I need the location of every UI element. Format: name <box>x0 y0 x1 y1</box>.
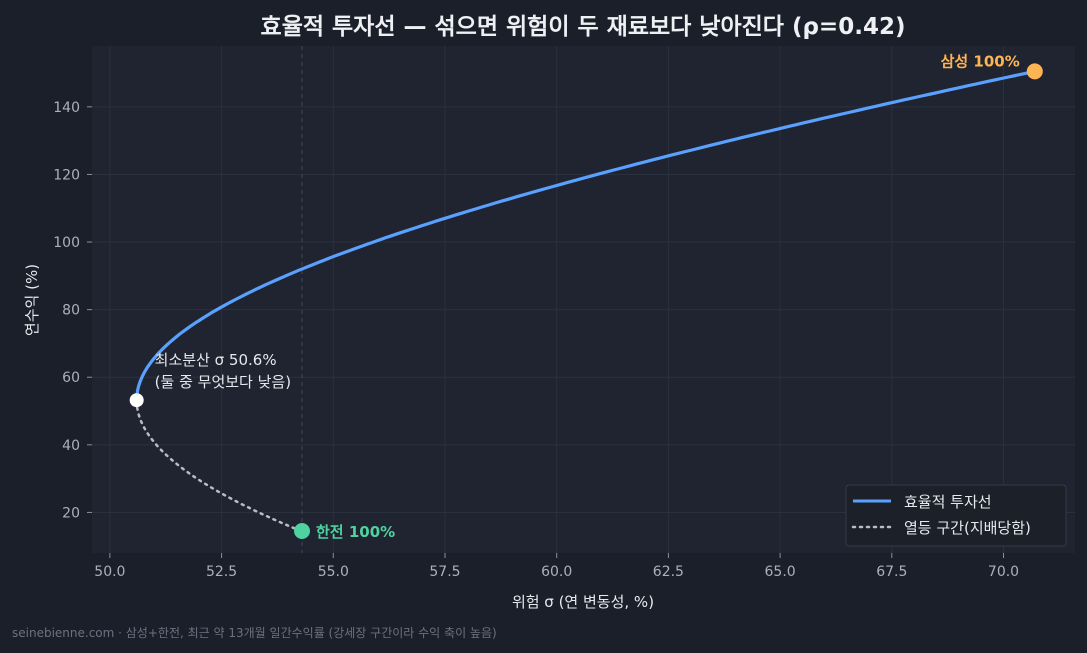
asset-markers <box>129 63 1043 540</box>
samsung-point-label: 삼성 100% <box>941 52 1020 70</box>
samsung-point <box>1026 63 1043 80</box>
min-variance-point <box>129 393 144 408</box>
plot-area <box>92 46 1075 553</box>
x-tick-label: 67.5 <box>876 564 907 580</box>
min-variance-annotation-line-1: 최소분산 σ 50.6% <box>155 351 277 369</box>
axes: 50.0 52.5 55.0 57.5 60.0 62.5 65.0 67.5 70.0 20 40… <box>53 100 1019 580</box>
x-axis-label: 위험 σ (연 변동성, %) <box>512 593 654 611</box>
legend: 효율적 투자선 열등 구간(지배당함) <box>845 484 1067 547</box>
x-tick-label: 70.0 <box>988 564 1019 580</box>
chart-title: 효율적 투자선 — 섞으면 위험이 두 재료보다 낮아진다 (ρ=0.42) <box>261 14 906 40</box>
inefficient-segment-line <box>135 398 303 533</box>
efficient-frontier-line <box>135 69 1036 401</box>
y-axis-label: 연수익 (%) <box>23 264 41 336</box>
min-variance-annotation-line-2: (둘 중 무엇보다 낮음) <box>155 373 291 391</box>
y-tick-label: 140 <box>53 100 80 116</box>
y-tick-label: 120 <box>53 167 80 183</box>
y-tick-label: 40 <box>62 438 80 454</box>
x-tick-label: 60.0 <box>541 564 572 580</box>
x-tick-label: 52.5 <box>206 564 237 580</box>
footer-source-note: seinebienne.com · 삼성+한전, 최근 약 13개월 일간수익률… <box>12 625 497 640</box>
y-tick-label: 20 <box>62 505 80 521</box>
x-tick-label: 65.0 <box>765 564 796 580</box>
x-tick-label: 57.5 <box>429 564 460 580</box>
legend-label-frontier: 효율적 투자선 <box>904 493 992 511</box>
y-tick-label: 100 <box>53 235 80 251</box>
x-tick-label: 62.5 <box>653 564 684 580</box>
y-tick-label: 60 <box>62 370 80 386</box>
x-tick-label: 50.0 <box>94 564 125 580</box>
y-tick-label: 80 <box>62 303 80 319</box>
legend-box <box>845 484 1067 547</box>
legend-label-inefficient: 열등 구간(지배당함) <box>904 519 1031 537</box>
kepco-point-label: 한전 100% <box>316 523 395 541</box>
x-tick-label: 55.0 <box>318 564 349 580</box>
kepco-point <box>294 523 311 540</box>
